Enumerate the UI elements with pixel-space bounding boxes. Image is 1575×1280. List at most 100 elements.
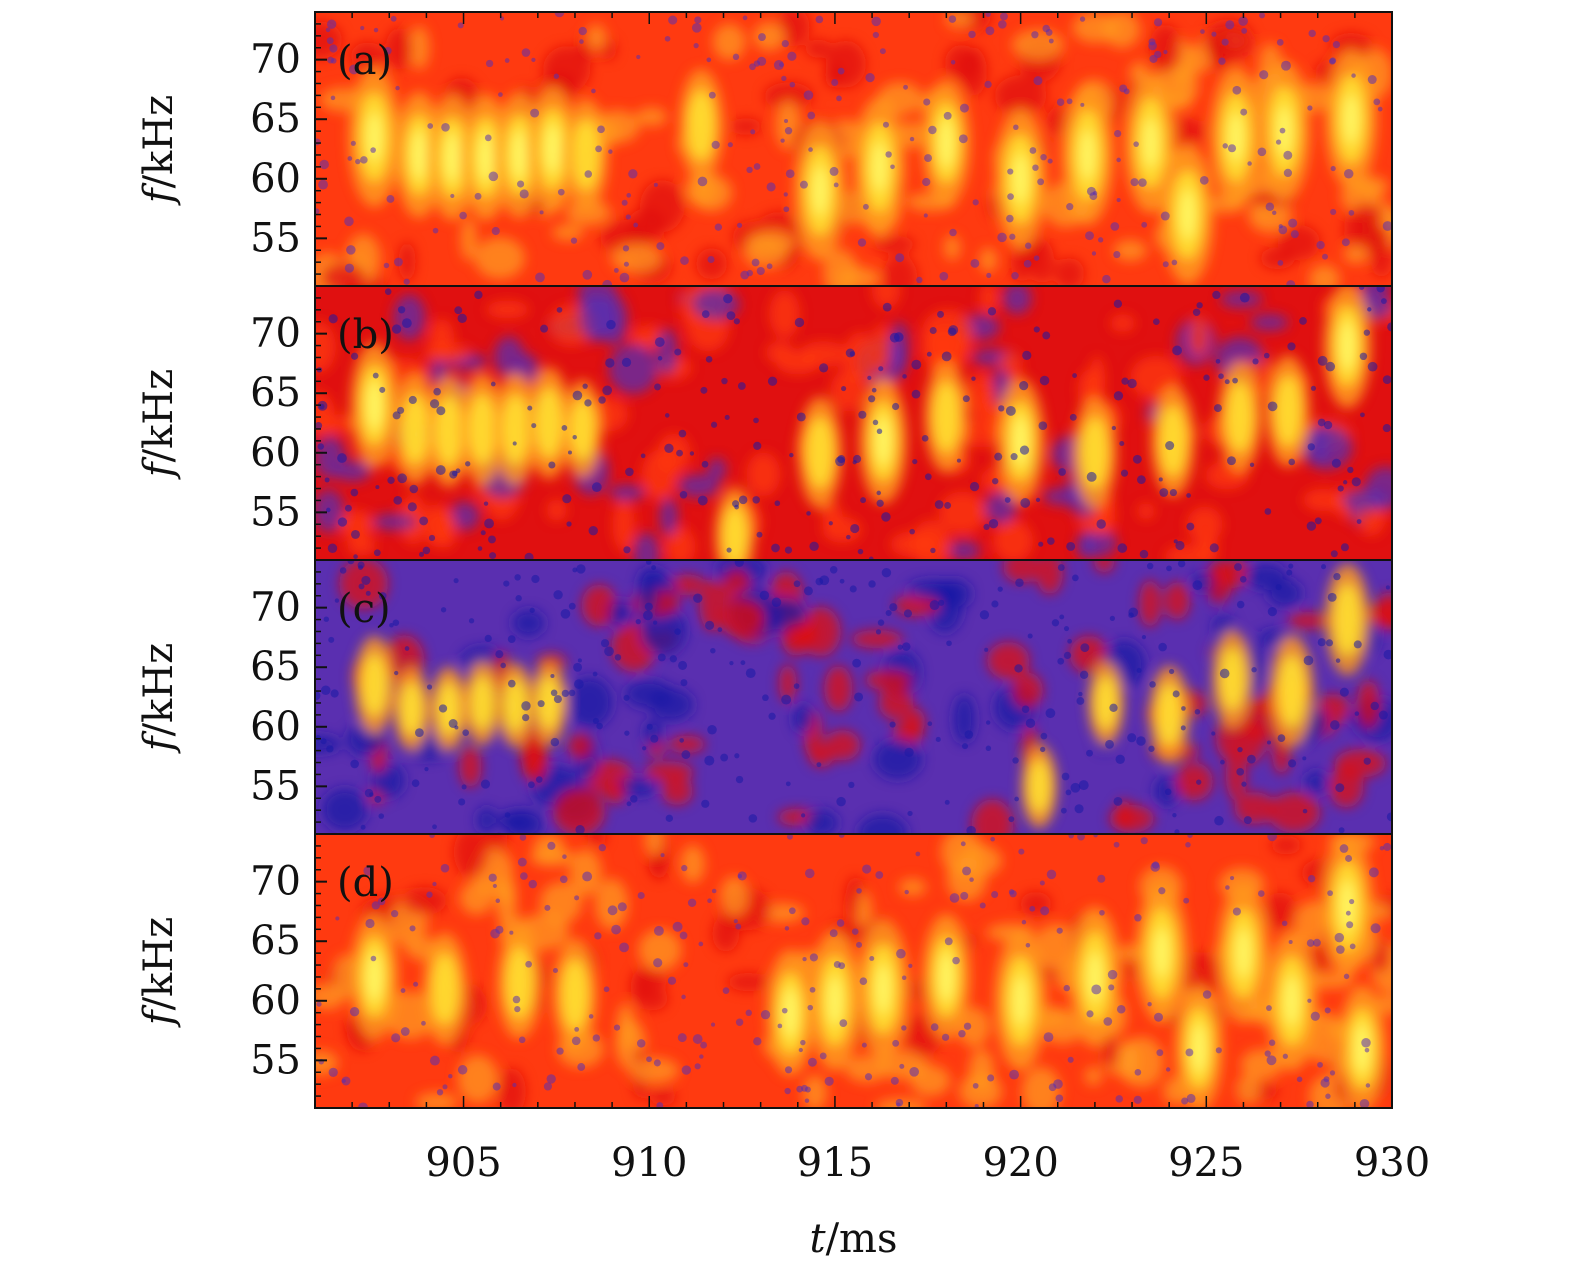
heatmap-speck (667, 976, 677, 985)
heatmap-speck (582, 269, 593, 280)
heatmap-speck (408, 395, 417, 405)
heatmap-speck (711, 140, 720, 149)
heatmap-cell (1012, 29, 1064, 60)
heatmap-speck (1012, 757, 1019, 764)
burst-inner (362, 653, 387, 717)
heatmap-speck (321, 685, 331, 696)
heatmap-speck (881, 512, 891, 522)
heatmap-speck (1186, 522, 1195, 531)
heatmap-speck (720, 753, 729, 762)
heatmap-speck (798, 1047, 803, 1053)
heatmap-speck (1146, 562, 1154, 570)
heatmap-speck (529, 607, 535, 613)
heatmap-cell (669, 574, 706, 596)
heatmap-speck (568, 602, 576, 610)
heatmap-speck (548, 461, 556, 469)
heatmap-speck (1290, 230, 1299, 239)
heatmap-speck (317, 443, 325, 450)
heatmap-speck (1268, 1039, 1276, 1046)
heatmap-speck (1113, 299, 1123, 308)
heatmap-cell (1113, 239, 1147, 262)
heatmap-speck (1232, 85, 1242, 95)
heatmap-speck (600, 639, 610, 648)
heatmap-speck (1038, 421, 1048, 431)
heatmap-cell (605, 783, 626, 804)
heatmap-speck (353, 554, 358, 559)
heatmap-speck (865, 72, 875, 83)
burst-inner (1333, 583, 1362, 656)
heatmap-speck (1334, 932, 1345, 943)
heatmap-speck (1086, 471, 1097, 482)
heatmap-speck (711, 888, 717, 894)
x-axis: 905 910 915 920 925 930 (314, 12, 1430, 1186)
heatmap-speck (592, 1034, 600, 1042)
burst-core (1236, 928, 1251, 979)
heatmap-speck (1234, 563, 1242, 571)
heatmap-cell (1110, 314, 1136, 333)
heatmap-speck (752, 496, 760, 504)
heatmap-speck (577, 1063, 586, 1071)
heatmap-cell (1305, 971, 1354, 989)
heatmap-speck (762, 694, 769, 702)
heatmap-speck (559, 875, 568, 884)
heatmap-speck (985, 12, 991, 17)
heatmap-cell (350, 42, 385, 71)
heatmap-speck (1286, 280, 1296, 286)
heatmap-cell (960, 47, 987, 97)
heatmap-speck (758, 33, 766, 41)
burst-core (1344, 94, 1359, 145)
heatmap-speck (1029, 905, 1036, 912)
heatmap-cell (850, 630, 903, 649)
heatmap-speck (1114, 129, 1122, 138)
heatmap-cell (1139, 579, 1162, 628)
heatmap-cell (1370, 237, 1392, 278)
heatmap-speck (924, 154, 932, 163)
heatmap-speck (623, 546, 631, 554)
heatmap-speck (488, 873, 497, 882)
heatmap-speck (1227, 456, 1236, 466)
heatmap-speck (350, 488, 359, 497)
panel-b-y-ticks: 55 60 65 70 (250, 285, 327, 561)
burst-inner (1226, 381, 1254, 454)
heatmap-speck (448, 1073, 453, 1079)
heatmap-speck (801, 813, 806, 818)
heatmap-speck (680, 256, 689, 265)
heatmap-cell (1189, 314, 1208, 357)
heatmap-speck (1312, 938, 1321, 947)
heatmap-speck (808, 147, 813, 152)
heatmap-cell (824, 665, 853, 712)
heatmap-speck (724, 414, 730, 420)
burst-inner (504, 678, 527, 733)
heatmap-cell (746, 229, 797, 255)
heatmap-cell (649, 688, 694, 722)
heatmap-speck (574, 895, 580, 901)
heatmap-cell (699, 579, 727, 632)
heatmap-cell (993, 520, 1034, 560)
heatmap-speck (584, 399, 592, 407)
heatmap-speck (1327, 890, 1333, 897)
heatmap-speck (1330, 208, 1337, 216)
heatmap-cell (629, 1057, 680, 1084)
heatmap-speck (679, 931, 688, 940)
heatmap-cell (659, 497, 679, 537)
heatmap-speck (1040, 153, 1047, 161)
heatmap-speck (1386, 812, 1392, 822)
heatmap-speck (419, 516, 429, 526)
heatmap-speck (619, 942, 629, 953)
heatmap-speck (1038, 541, 1044, 547)
heatmap-speck (622, 245, 630, 252)
heatmap-speck (608, 149, 613, 154)
heatmap-speck (403, 278, 410, 285)
heatmap-speck (1160, 211, 1170, 221)
heatmap-speck (962, 395, 970, 403)
heatmap-cell (719, 599, 765, 638)
heatmap-cell (1176, 951, 1225, 996)
heatmap-speck (815, 15, 824, 24)
heatmap-speck (927, 721, 933, 727)
heatmap-speck (972, 199, 979, 206)
heatmap-speck (357, 561, 365, 569)
heatmap-speck (1335, 783, 1345, 793)
heatmap-speck (1014, 796, 1019, 802)
heatmap-speck (1040, 732, 1048, 740)
heatmap-cell (649, 1088, 677, 1106)
